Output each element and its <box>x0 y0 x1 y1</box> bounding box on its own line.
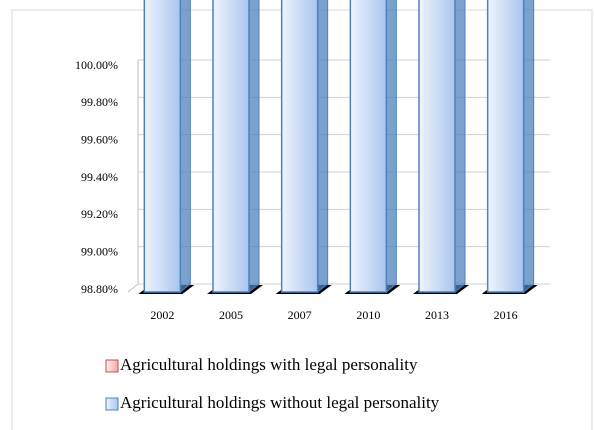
x-tick-label: 2007 <box>288 308 312 322</box>
legend-label: Agricultural holdings with legal persona… <box>120 355 418 374</box>
back-wall <box>127 60 139 293</box>
y-tick-label: 99.80% <box>81 95 118 109</box>
x-tick-label: 2010 <box>356 308 380 322</box>
bar-segment <box>212 0 250 293</box>
y-tick-label: 99.60% <box>81 132 118 146</box>
y-tick-label: 99.20% <box>81 207 118 221</box>
y-tick-label: 100.00% <box>75 58 118 72</box>
bar-segment <box>349 0 388 293</box>
bar-segment <box>486 0 525 293</box>
x-tick-label: 2005 <box>219 308 243 322</box>
legend-label: Agricultural holdings without legal pers… <box>120 393 440 412</box>
bar-side <box>454 0 466 294</box>
bar-segment <box>418 0 456 293</box>
legend-swatch <box>105 397 119 411</box>
legend-swatch <box>105 359 119 373</box>
bar-side <box>523 0 535 294</box>
bar-side <box>179 0 191 294</box>
x-tick-label: 2002 <box>150 308 174 322</box>
y-tick-label: 99.40% <box>81 170 118 184</box>
bar-side <box>317 0 329 294</box>
x-tick-label: 2016 <box>494 308 518 322</box>
bar-segment <box>280 0 319 293</box>
y-tick-label: 98.80% <box>81 282 118 296</box>
x-tick-label: 2013 <box>425 308 449 322</box>
bar-side <box>385 0 397 294</box>
bar-side <box>248 0 260 294</box>
y-tick-label: 99.00% <box>81 244 118 258</box>
bar-segment <box>143 0 182 293</box>
